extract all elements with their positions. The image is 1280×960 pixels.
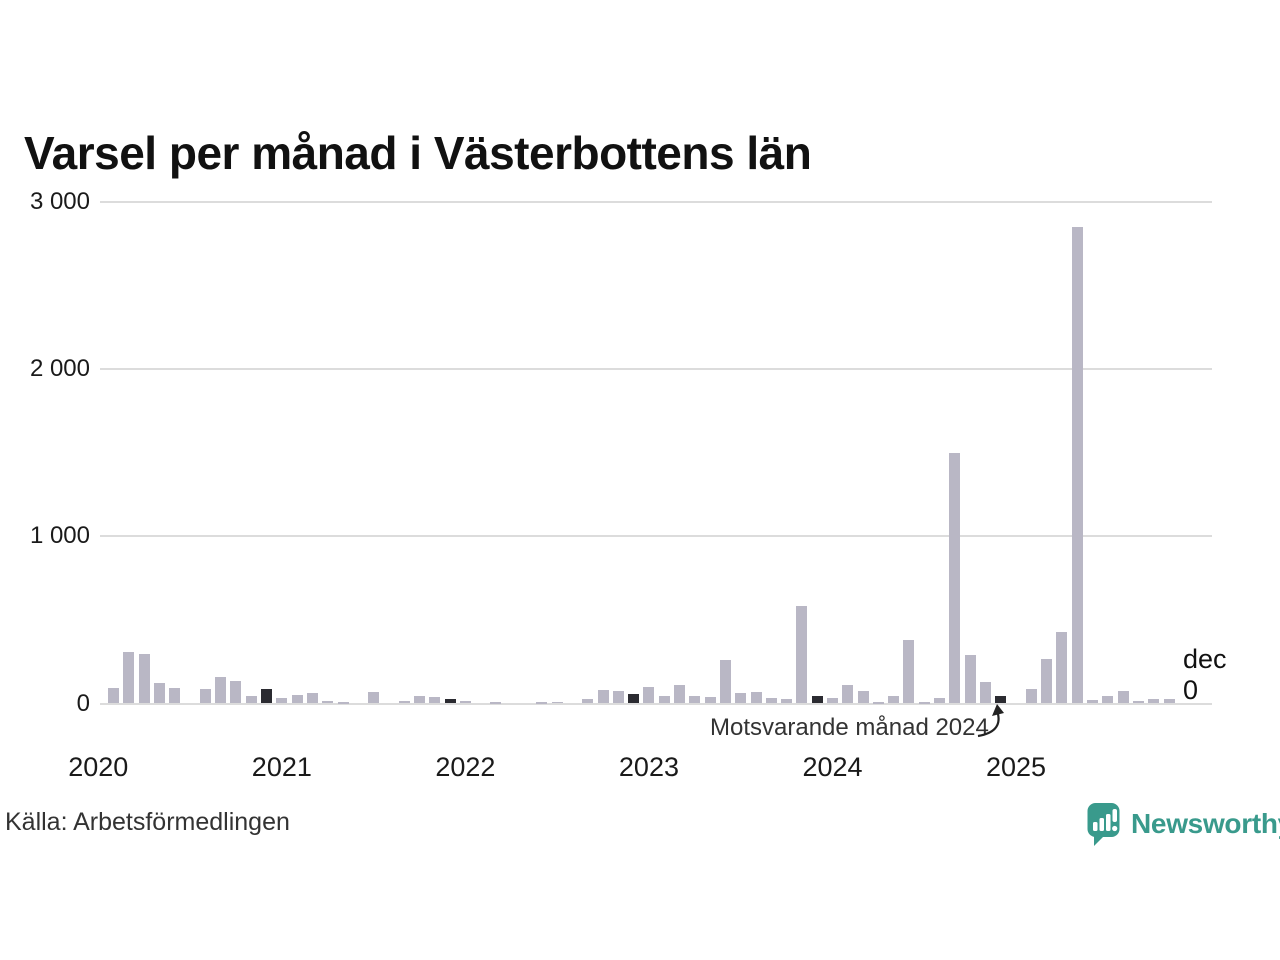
bar-2023-jan: [643, 687, 655, 704]
bar-2025-mar: [1041, 659, 1053, 704]
bar-2022-dec: [628, 694, 640, 704]
bar-2024-mar: [857, 691, 869, 704]
bar-2022-okt: [597, 690, 609, 704]
annotation-arrow-icon: [977, 704, 1004, 738]
bar-2025-jul: [1102, 696, 1114, 704]
bar-2021-jan: [276, 698, 288, 704]
x-tick-label-2023: 2023: [618, 752, 679, 782]
y-tick-label-1000: 1 000: [29, 522, 90, 550]
bar-2021-nov: [429, 697, 441, 704]
bar-2023-feb: [658, 696, 670, 704]
bar-2025-nov: [1163, 699, 1175, 704]
bar-2023-dec: [811, 695, 823, 704]
bar-2022-mar: [490, 702, 502, 704]
comparison-annotation: Motsvarande månad 2024: [710, 714, 989, 741]
bar-2024-aug: [934, 698, 946, 704]
x-tick-label-2024: 2024: [802, 752, 863, 782]
bar-2023-jun: [719, 660, 731, 704]
bar-2021-jul: [368, 691, 380, 704]
bar-2023-jul: [735, 692, 747, 704]
bar-2020-aug: [199, 689, 211, 704]
bar-2020-mar: [123, 651, 135, 704]
end-label: dec 0: [1183, 644, 1227, 706]
x-tick-label-2025: 2025: [986, 752, 1047, 782]
source-label: Källa: Arbetsförmedlingen: [5, 808, 290, 836]
bar-2021-dec: [444, 699, 456, 704]
bar-2022-sep: [582, 699, 594, 704]
bar-2021-maj: [337, 702, 349, 704]
bar-2021-mar: [306, 692, 318, 704]
bar-2023-apr: [689, 695, 701, 704]
bar-2024-feb: [842, 685, 854, 704]
bar-2020-maj: [153, 683, 165, 704]
bar-2024-apr: [872, 702, 884, 704]
bar-2023-maj: [704, 697, 716, 704]
y-tick-label-3000: 3 000: [29, 187, 90, 215]
bar-2022-jul: [551, 701, 563, 704]
bar-2020-feb: [108, 688, 120, 704]
bar-2024-jan: [827, 697, 838, 704]
bar-2020-dec: [261, 689, 273, 704]
bar-2024-sep: [949, 452, 961, 704]
y-tick-label-2000: 2 000: [29, 354, 90, 382]
bar-2025-maj: [1071, 226, 1083, 704]
bar-2023-nov: [796, 606, 808, 704]
bar-2022-jan: [459, 701, 471, 704]
bar-2023-sep: [765, 697, 777, 704]
x-tick-label-2022: 2022: [435, 752, 496, 782]
newsworthy-bubble-icon: [1087, 803, 1120, 846]
bar-2023-mar: [674, 684, 686, 704]
bar-2025-sep: [1132, 701, 1144, 704]
bar-2020-okt: [230, 680, 242, 704]
gridline-3000: [100, 200, 1212, 203]
bar-2020-sep: [215, 676, 227, 704]
bar-2021-okt: [414, 696, 426, 704]
bar-2024-maj: [888, 695, 900, 704]
bar-2024-jun: [903, 639, 915, 704]
gridline-1000: [100, 535, 1212, 538]
bar-2021-sep: [398, 701, 410, 704]
gridline-0: [100, 702, 1212, 705]
bar-2025-okt: [1148, 699, 1160, 704]
bar-2022-jun: [536, 702, 548, 704]
bar-2021-apr: [322, 700, 334, 704]
newsworthy-logo-text: Newsworthy: [1131, 808, 1280, 839]
bar-2023-okt: [781, 698, 793, 704]
bar-2023-aug: [750, 691, 762, 704]
y-tick-label-0: 0: [76, 689, 90, 717]
newsworthy-logo: Newsworthy: [1086, 801, 1280, 847]
bar-2025-aug: [1117, 690, 1129, 704]
bar-2020-nov: [245, 695, 257, 704]
bar-2020-jun: [169, 688, 181, 704]
bar-2024-dec: [995, 695, 1007, 704]
bar-2024-nov: [979, 681, 991, 704]
bar-2021-feb: [291, 695, 303, 704]
bar-2022-nov: [612, 690, 624, 704]
bar-2024-okt: [964, 654, 976, 704]
chart-title: Varsel per månad i Västerbottens län: [24, 127, 812, 179]
bar-2025-feb: [1025, 689, 1037, 704]
x-tick-label-2021: 2021: [251, 752, 312, 782]
x-tick-label-2020: 2020: [68, 752, 129, 782]
bar-2020-apr: [138, 654, 150, 704]
bar-2025-jun: [1087, 700, 1099, 704]
bar-2024-jul: [918, 702, 930, 704]
bar-2025-apr: [1056, 631, 1068, 704]
gridline-2000: [100, 367, 1212, 370]
end-label-month: dec: [1183, 644, 1227, 674]
end-label-value: 0: [1183, 675, 1199, 705]
